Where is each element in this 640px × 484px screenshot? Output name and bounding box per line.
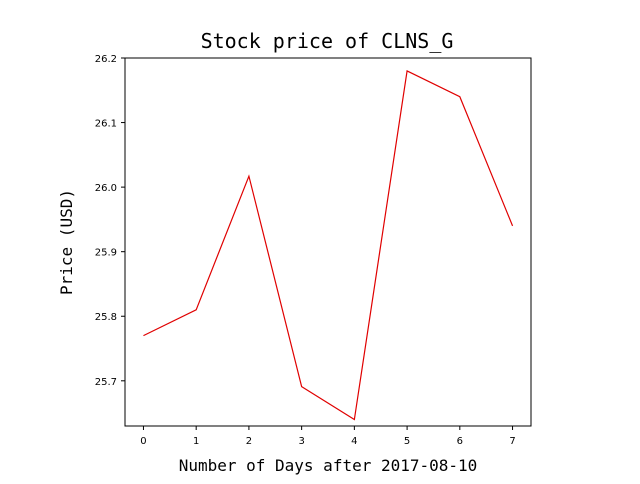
x-tick-label: 1 — [193, 436, 199, 447]
y-tick-label: 26.1 — [95, 119, 117, 130]
x-tick-label: 4 — [351, 436, 357, 447]
x-axis-ticks: 0 1 2 3 4 5 6 7 — [140, 426, 516, 447]
series-line — [143, 70, 514, 421]
plot-area-frame — [124, 57, 532, 427]
y-axis-ticks: 25.7 25.8 25.9 26.0 26.1 26.2 — [95, 54, 125, 388]
y-tick-label: 25.8 — [95, 312, 117, 323]
y-tick-label: 26.0 — [95, 183, 117, 194]
x-tick-label: 6 — [457, 436, 463, 447]
y-tick-label: 25.7 — [95, 377, 117, 388]
x-tick-label: 3 — [298, 436, 304, 447]
x-tick-label: 2 — [246, 436, 252, 447]
x-tick-label: 0 — [140, 436, 146, 447]
x-tick-label: 5 — [404, 436, 410, 447]
chart-title: Stock price of CLNS_G — [201, 29, 454, 53]
y-tick-label: 26.2 — [95, 54, 117, 65]
series-layer — [143, 70, 514, 421]
y-axis-label: Price (USD) — [57, 189, 76, 295]
x-axis-label: Number of Days after 2017-08-10 — [179, 456, 478, 475]
x-tick-label: 7 — [509, 436, 515, 447]
y-tick-label: 25.9 — [95, 248, 117, 259]
